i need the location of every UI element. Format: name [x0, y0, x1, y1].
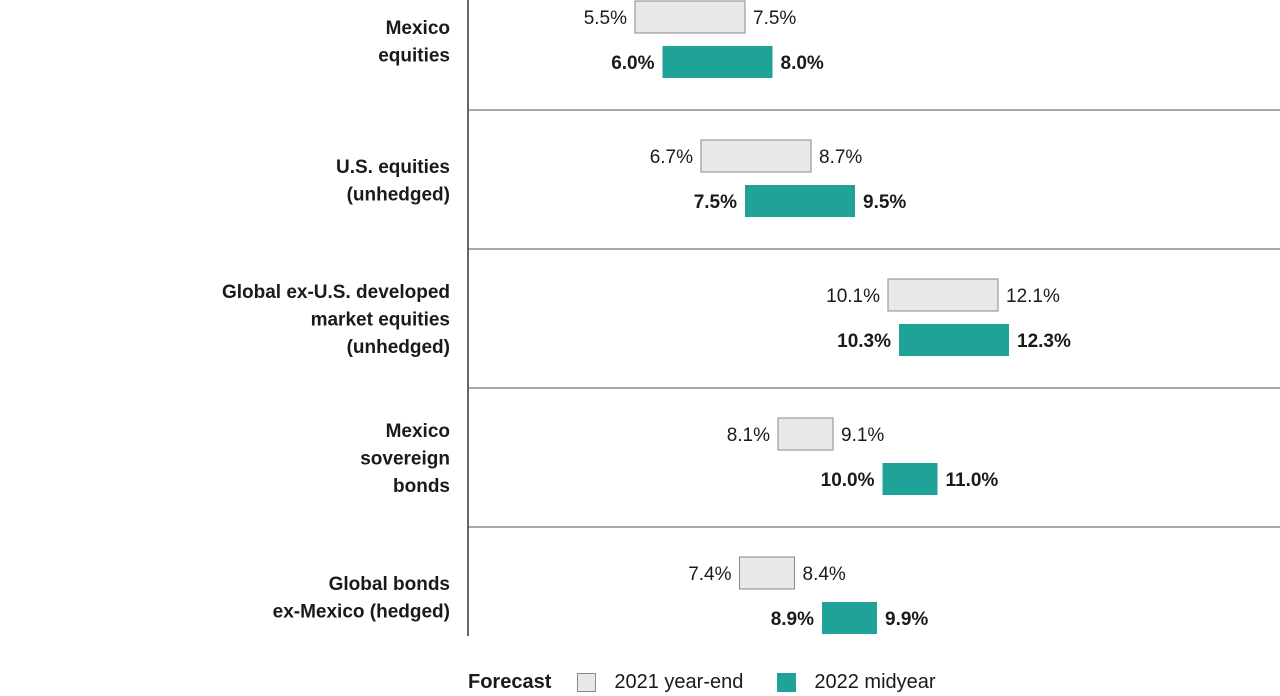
legend-item-2021-year-end: 2021 year-end	[577, 671, 743, 694]
bar-2022-midyear	[899, 324, 1009, 356]
legend-title: Forecast	[468, 670, 552, 693]
value-label-high: 8.7%	[819, 147, 862, 168]
category-label: Global ex-U.S. developed market equities (…	[222, 282, 450, 358]
value-label-low: 8.1%	[727, 425, 770, 446]
category-label-line: sovereign	[360, 449, 450, 470]
value-label-high: 8.4%	[803, 564, 846, 585]
legend-item-2022-midyear: 2022 midyear	[777, 670, 936, 694]
value-label-low: 8.9%	[771, 609, 814, 630]
bar-2022-midyear	[882, 463, 938, 495]
legend-label-2022-midyear: 2022 midyear	[814, 670, 936, 693]
category-label: U.S. equities (unhedged)	[336, 157, 450, 206]
category-label-line: (unhedged)	[347, 337, 450, 358]
category-label-line: (unhedged)	[347, 184, 450, 205]
category-label-line: ex-Mexico (hedged)	[273, 601, 450, 622]
value-label-high: 12.1%	[1006, 286, 1060, 307]
value-label-low: 10.0%	[821, 470, 875, 491]
category-label-line: equities	[378, 45, 450, 66]
value-label-low: 6.7%	[650, 147, 693, 168]
bar-2022-midyear	[822, 602, 877, 634]
legend-swatch-2022-midyear	[777, 672, 797, 692]
value-label-high: 9.1%	[841, 425, 884, 446]
bar-2022-midyear	[745, 185, 855, 217]
bar-2022-midyear	[662, 46, 773, 78]
value-label-high: 7.5%	[753, 8, 796, 29]
category-label-line: Mexico	[386, 18, 450, 39]
value-label-low: 7.5%	[694, 192, 737, 213]
value-label-low: 10.3%	[837, 331, 891, 352]
range-bar-chart: Mexico equities 5.5% 7.5% 6.0% 8.0% U.S. equit…	[222, 0, 1280, 636]
value-label-low: 6.0%	[611, 53, 654, 74]
bar-2021-year-end	[777, 417, 834, 451]
value-label-low: 5.5%	[584, 8, 627, 29]
value-label-low: 7.4%	[688, 564, 731, 585]
bar-2021-year-end	[634, 0, 746, 34]
value-label-high: 9.5%	[863, 192, 906, 213]
category-label-line: Global ex-U.S. developed	[222, 282, 450, 303]
category-label: Mexico equities	[378, 18, 450, 67]
bar-2021-year-end	[700, 139, 812, 173]
legend-label-2021-year-end: 2021 year-end	[614, 670, 744, 693]
category-label-line: market equities	[311, 310, 450, 331]
value-label-high: 12.3%	[1017, 331, 1071, 352]
value-label-high: 8.0%	[781, 53, 824, 74]
category-label: Mexico sovereign bonds	[360, 421, 450, 497]
bar-2021-year-end	[887, 278, 999, 312]
category-label: Global bonds ex-Mexico (hedged)	[273, 574, 450, 623]
value-label-low: 10.1%	[826, 286, 880, 307]
category-label-line: bonds	[393, 476, 450, 497]
value-label-high: 9.9%	[885, 609, 928, 630]
category-label-line: Global bonds	[329, 574, 450, 595]
category-label-line: U.S. equities	[336, 157, 450, 178]
category-label-line: Mexico	[386, 421, 450, 442]
legend-swatch-2021-year-end	[577, 672, 597, 692]
bar-2021-year-end	[739, 556, 795, 590]
legend: Forecast 2021 year-end 2022 midyear	[468, 668, 970, 696]
value-label-high: 11.0%	[946, 470, 999, 491]
